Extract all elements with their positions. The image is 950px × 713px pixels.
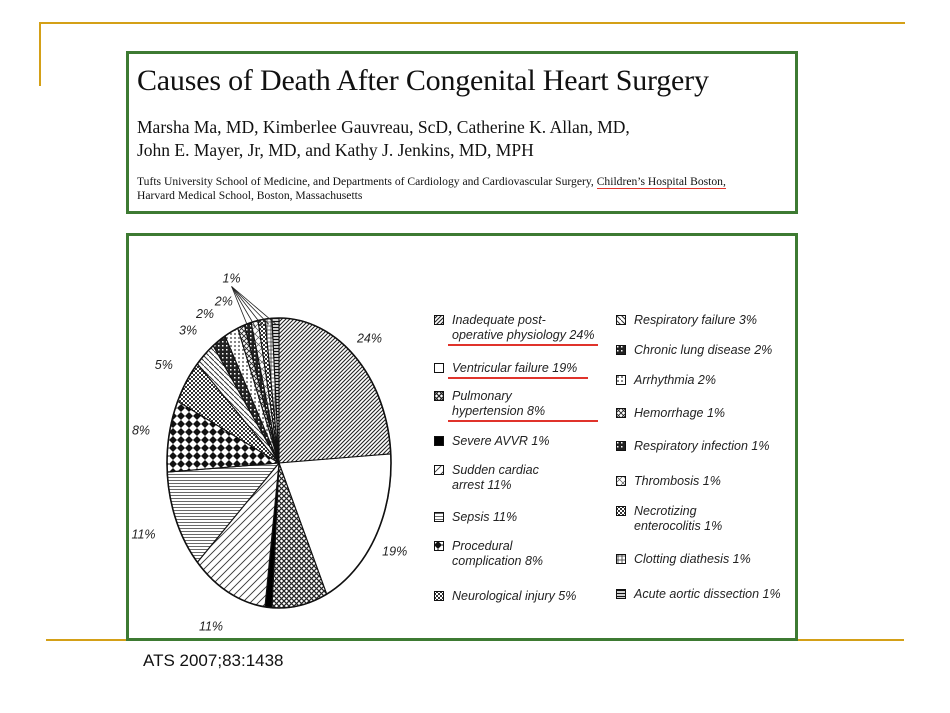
legend-label-line-2: enterocolitis 1% — [634, 519, 723, 533]
legend-swatch — [434, 465, 444, 475]
paper-authors: Marsha Ma, MD, Kimberlee Gauvreau, ScD, … — [137, 116, 787, 162]
legend-label-line-1: Procedural — [452, 539, 513, 553]
legend-label-line-1: Neurological injury 5% — [452, 589, 577, 603]
slice-label: 11% — [131, 527, 155, 541]
affiliation-text-1: Tufts University School of Medicine, and… — [137, 175, 597, 188]
legend-swatch — [616, 589, 626, 599]
leader-line — [231, 286, 256, 328]
authors-line-2: John E. Mayer, Jr, MD, and Kathy J. Jenk… — [137, 140, 534, 160]
legend-label-line-2: complication 8% — [452, 554, 544, 568]
paper-title: Causes of Death After Congenital Heart S… — [137, 64, 709, 97]
top-rule — [39, 22, 905, 24]
legend-label-line-1: Respiratory infection 1% — [634, 439, 770, 453]
legend-swatch — [434, 315, 444, 325]
legend-swatch — [434, 541, 444, 551]
citation: ATS 2007;83:1438 — [143, 651, 284, 670]
legend-label-line-1: Thrombosis 1% — [634, 474, 721, 488]
legend-swatch — [616, 375, 626, 385]
legend-swatch — [434, 436, 444, 446]
legend-label-line-1: Ventricular failure 19% — [452, 361, 578, 375]
legend-swatch — [434, 363, 444, 373]
legend-swatch — [434, 512, 444, 522]
slice-label: 19% — [382, 545, 407, 559]
leader-line — [231, 286, 270, 325]
slice-label: 1% — [223, 272, 241, 286]
legend-label-line-1: Respiratory failure 3% — [634, 313, 757, 327]
legend-label: Procedural complication 8% — [452, 539, 612, 569]
paper-affiliation: Tufts University School of Medicine, and… — [137, 175, 797, 203]
legend-label: Pulmonary hypertension 8% — [452, 389, 612, 419]
legend-label: Ventricular failure 19% — [452, 361, 612, 376]
pie-chart-box: 24%19%8%1%11%11%8%5%3%2%2%1% Inadequate … — [126, 233, 798, 641]
slice-label: 3% — [179, 324, 197, 338]
slice-label: 2% — [214, 295, 233, 309]
legend-label-line-2: hypertension 8% — [452, 404, 546, 418]
affiliation-text-2: Harvard Medical School, Boston, Massachu… — [137, 189, 363, 202]
slice-label: 11% — [199, 620, 223, 634]
legend-underline — [448, 344, 598, 346]
legend-label-line-1: Clotting diathesis 1% — [634, 552, 751, 566]
legend-label-line-1: Severe AVVR 1% — [452, 434, 550, 448]
legend-label-line-1: Sudden cardiac — [452, 463, 539, 477]
legend-label-line-1: Pulmonary — [452, 389, 512, 403]
legend-underline — [448, 420, 598, 422]
slice-label: 8% — [295, 636, 313, 638]
legend-underline — [448, 377, 588, 379]
legend-swatch — [616, 506, 626, 516]
legend-label-line-1: Arrhythmia 2% — [634, 373, 716, 387]
legend-label: Necrotizing enterocolitis 1% — [634, 504, 794, 534]
legend-label: Inadequate post-operative physiology 24% — [452, 313, 612, 343]
legend-swatch — [434, 391, 444, 401]
legend-swatch — [434, 591, 444, 601]
legend-swatch — [616, 345, 626, 355]
slice-label: 24% — [356, 331, 382, 345]
affiliation-highlight: Children’s Hospital Boston, — [596, 175, 726, 189]
legend-label-line-1: Sepsis 11% — [452, 510, 518, 524]
legend-label: Clotting diathesis 1% — [634, 552, 794, 567]
pie-chart: 24%19%8%1%11%11%8%5%3%2%2%1% — [131, 272, 407, 639]
legend-swatch — [616, 476, 626, 486]
legend-label-line-2: arrest 11% — [452, 478, 512, 492]
legend-label: Sudden cardiac arrest 11% — [452, 463, 612, 493]
slice-label: 5% — [155, 358, 173, 372]
legend-swatch — [616, 408, 626, 418]
legend-swatch — [616, 554, 626, 564]
legend-label: Hemorrhage 1% — [634, 406, 794, 421]
legend-label: Arrhythmia 2% — [634, 373, 794, 388]
legend-label-line-1: Hemorrhage 1% — [634, 406, 726, 420]
leader-line — [231, 286, 276, 325]
legend-label-line-1: Chronic lung disease 2% — [634, 343, 773, 357]
authors-line-1: Marsha Ma, MD, Kimberlee Gauvreau, ScD, … — [137, 117, 630, 137]
legend-label: Respiratory infection 1% — [634, 439, 794, 454]
legend-label-line-1: Acute aortic dissection 1% — [634, 587, 781, 601]
paper-header-box: Causes of Death After Congenital Heart S… — [126, 51, 798, 214]
pie-slices — [166, 317, 392, 609]
left-rule — [39, 22, 41, 86]
legend-swatch — [616, 315, 626, 325]
legend-label: Acute aortic dissection 1% — [634, 587, 794, 602]
legend-label: Respiratory failure 3% — [634, 313, 794, 328]
legend-label-line-1: Inadequate post- — [452, 313, 546, 327]
leader-line — [231, 286, 263, 326]
slice-label: 8% — [132, 423, 150, 437]
pie-slice-labels: 24%19%8%1%11%11%8%5%3%2%2%1% — [131, 272, 407, 639]
leader-line — [231, 286, 250, 330]
legend-label-line-2: operative physiology 24% — [452, 328, 595, 342]
pie-leader-lines — [231, 286, 276, 330]
slice-label: 2% — [195, 307, 214, 321]
legend-label-line-1: Necrotizing — [634, 504, 697, 518]
legend-label: Neurological injury 5% — [452, 589, 612, 604]
legend-label: Chronic lung disease 2% — [634, 343, 794, 358]
legend-label: Thrombosis 1% — [634, 474, 794, 489]
legend-swatch — [616, 441, 626, 451]
legend-label: Sepsis 11% — [452, 510, 612, 525]
pie-outline — [166, 317, 392, 609]
legend-label: Severe AVVR 1% — [452, 434, 612, 449]
